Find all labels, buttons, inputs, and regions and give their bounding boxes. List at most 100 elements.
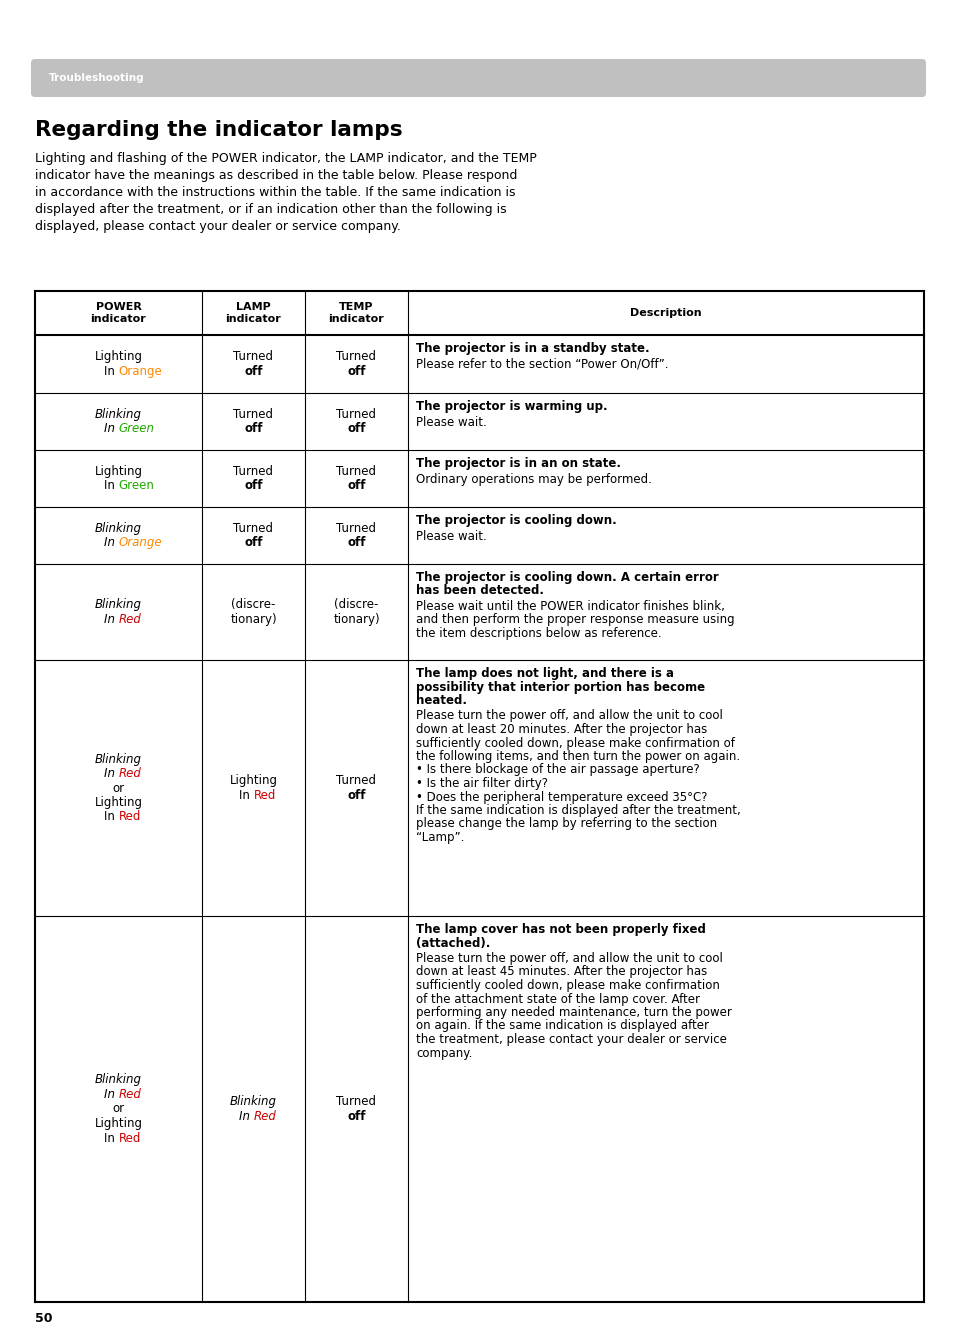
Text: Please wait.: Please wait. <box>416 529 486 542</box>
Text: off: off <box>347 479 365 493</box>
Text: off: off <box>244 364 262 378</box>
Text: off: off <box>347 422 365 435</box>
Text: In: In <box>104 1131 118 1145</box>
Text: off: off <box>347 364 365 378</box>
FancyBboxPatch shape <box>30 59 925 96</box>
Text: Lighting: Lighting <box>94 795 142 809</box>
Text: possibility that interior portion has become: possibility that interior portion has be… <box>416 680 704 694</box>
Text: heated.: heated. <box>416 694 467 707</box>
Text: company.: company. <box>416 1047 472 1059</box>
Text: has been detected.: has been detected. <box>416 585 543 597</box>
Text: Red: Red <box>118 613 141 625</box>
Text: off: off <box>347 536 365 549</box>
Text: Turned: Turned <box>233 351 274 363</box>
Text: off: off <box>347 1110 365 1122</box>
Text: Red: Red <box>118 767 141 781</box>
Text: Orange: Orange <box>118 536 162 549</box>
Text: Blinking: Blinking <box>95 599 142 611</box>
Text: In: In <box>104 613 118 625</box>
Text: off: off <box>347 789 365 802</box>
Text: indicator have the meanings as described in the table below. Please respond: indicator have the meanings as described… <box>35 169 517 182</box>
Text: Orange: Orange <box>118 364 162 378</box>
Text: In: In <box>104 479 118 493</box>
Text: (attached).: (attached). <box>416 936 490 949</box>
Text: • Does the peripheral temperature exceed 35°C?: • Does the peripheral temperature exceed… <box>416 790 707 803</box>
Text: tionary): tionary) <box>230 613 276 625</box>
Text: Lighting: Lighting <box>230 774 277 787</box>
Text: The projector is in a standby state.: The projector is in a standby state. <box>416 341 649 355</box>
Text: of the attachment state of the lamp cover. After: of the attachment state of the lamp cove… <box>416 992 700 1006</box>
Text: off: off <box>244 536 262 549</box>
Text: The projector is in an on state.: The projector is in an on state. <box>416 457 620 470</box>
Text: the item descriptions below as reference.: the item descriptions below as reference… <box>416 627 661 640</box>
Text: off: off <box>244 422 262 435</box>
Text: Blinking: Blinking <box>230 1095 276 1109</box>
Text: Please turn the power off, and allow the unit to cool: Please turn the power off, and allow the… <box>416 952 722 965</box>
Text: Turned: Turned <box>336 351 376 363</box>
Text: “Lamp”.: “Lamp”. <box>416 832 464 844</box>
Text: down at least 20 minutes. After the projector has: down at least 20 minutes. After the proj… <box>416 723 706 736</box>
Text: down at least 45 minutes. After the projector has: down at least 45 minutes. After the proj… <box>416 965 706 979</box>
Text: displayed, please contact your dealer or service company.: displayed, please contact your dealer or… <box>35 220 400 233</box>
Text: sufficiently cooled down, please make confirmation of: sufficiently cooled down, please make co… <box>416 736 734 750</box>
Text: Please wait until the POWER indicator finishes blink,: Please wait until the POWER indicator fi… <box>416 600 724 613</box>
Text: In: In <box>104 364 118 378</box>
Text: Turned: Turned <box>233 465 274 478</box>
Text: Blinking: Blinking <box>95 1074 142 1086</box>
Text: Blinking: Blinking <box>95 522 142 534</box>
Text: or: or <box>112 782 125 794</box>
Text: The projector is cooling down. A certain error: The projector is cooling down. A certain… <box>416 570 718 584</box>
Text: 50: 50 <box>35 1311 52 1324</box>
Text: POWER
indicator: POWER indicator <box>91 303 146 324</box>
Text: Turned: Turned <box>336 465 376 478</box>
Text: Red: Red <box>253 1110 276 1122</box>
Text: Lighting: Lighting <box>94 465 142 478</box>
Text: performing any needed maintenance, turn the power: performing any needed maintenance, turn … <box>416 1006 731 1019</box>
Text: The projector is cooling down.: The projector is cooling down. <box>416 514 616 528</box>
Text: In: In <box>104 536 118 549</box>
Text: Regarding the indicator lamps: Regarding the indicator lamps <box>35 121 402 141</box>
Text: If the same indication is displayed after the treatment,: If the same indication is displayed afte… <box>416 803 740 817</box>
Text: Red: Red <box>253 789 275 802</box>
Text: Please wait.: Please wait. <box>416 415 486 428</box>
Text: Please turn the power off, and allow the unit to cool: Please turn the power off, and allow the… <box>416 710 722 723</box>
Text: the treatment, please contact your dealer or service: the treatment, please contact your deale… <box>416 1032 726 1046</box>
Text: TEMP
indicator: TEMP indicator <box>328 303 384 324</box>
Text: Red: Red <box>118 1089 141 1101</box>
Text: Blinking: Blinking <box>95 753 142 766</box>
Text: sufficiently cooled down, please make confirmation: sufficiently cooled down, please make co… <box>416 979 720 992</box>
Text: Turned: Turned <box>233 408 274 420</box>
Text: Description: Description <box>630 308 701 317</box>
Text: the following items, and then turn the power on again.: the following items, and then turn the p… <box>416 750 740 763</box>
Text: The lamp cover has not been properly fixed: The lamp cover has not been properly fix… <box>416 923 705 936</box>
Text: please change the lamp by referring to the section: please change the lamp by referring to t… <box>416 818 717 830</box>
Text: The lamp does not light, and there is a: The lamp does not light, and there is a <box>416 667 673 680</box>
Text: Turned: Turned <box>336 1095 376 1109</box>
Text: Please refer to the section “Power On/Off”.: Please refer to the section “Power On/Of… <box>416 358 668 371</box>
Text: • Is the air filter dirty?: • Is the air filter dirty? <box>416 777 547 790</box>
Text: Ordinary operations may be performed.: Ordinary operations may be performed. <box>416 473 651 486</box>
Text: (discre-: (discre- <box>334 599 378 611</box>
Text: off: off <box>244 479 262 493</box>
Text: LAMP
indicator: LAMP indicator <box>226 303 281 324</box>
Text: Red: Red <box>118 810 141 823</box>
Text: • Is there blockage of the air passage aperture?: • Is there blockage of the air passage a… <box>416 763 699 777</box>
Text: In: In <box>104 422 118 435</box>
Text: Lighting: Lighting <box>94 351 142 363</box>
Text: displayed after the treatment, or if an indication other than the following is: displayed after the treatment, or if an … <box>35 204 506 216</box>
Text: in accordance with the instructions within the table. If the same indication is: in accordance with the instructions with… <box>35 186 515 200</box>
Text: and then perform the proper response measure using: and then perform the proper response mea… <box>416 613 734 627</box>
Text: Green: Green <box>118 479 154 493</box>
Text: Turned: Turned <box>233 522 274 534</box>
Text: Red: Red <box>118 1131 141 1145</box>
Text: Troubleshooting: Troubleshooting <box>49 74 145 83</box>
Text: Blinking: Blinking <box>95 408 142 420</box>
Text: Turned: Turned <box>336 522 376 534</box>
Text: In: In <box>104 810 118 823</box>
Text: In: In <box>104 767 118 781</box>
Text: In: In <box>238 1110 253 1122</box>
Text: Green: Green <box>118 422 154 435</box>
Text: (discre-: (discre- <box>231 599 275 611</box>
Text: In: In <box>104 1089 118 1101</box>
Text: tionary): tionary) <box>333 613 379 625</box>
